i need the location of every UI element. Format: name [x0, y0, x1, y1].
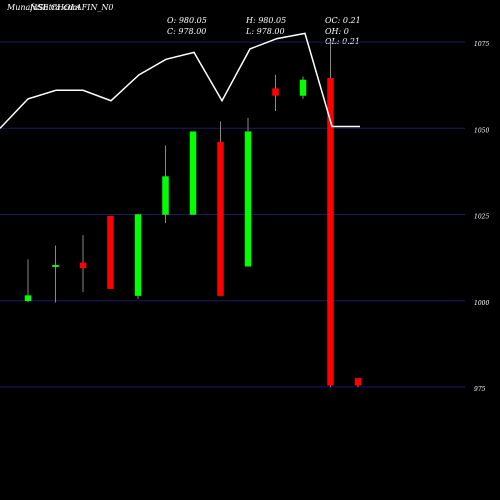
open-readout: O: 980.05 — [167, 16, 207, 25]
header-title-a: MunafaSutra.com — [7, 3, 80, 12]
candle-body — [107, 215, 114, 289]
open-label: O: — [167, 16, 177, 25]
candle-body — [162, 176, 169, 215]
header-title-b: NSE CHOLAFIN_N0 — [30, 3, 114, 12]
candle-body — [327, 77, 334, 386]
candle-body — [217, 141, 224, 296]
oc-readout: OC: 0.21 — [325, 16, 361, 25]
y-tick-label: 1075 — [474, 41, 489, 48]
y-tick-label: 1025 — [474, 214, 489, 221]
high-label: H: — [246, 16, 256, 25]
oc-label: OC: — [325, 16, 341, 25]
y-tick-label: 975 — [474, 386, 486, 393]
candle-body — [79, 262, 87, 269]
close-label: C: — [167, 27, 176, 36]
oc-value: 0.21 — [342, 16, 361, 25]
low-label: L: — [246, 27, 255, 36]
candle-body — [52, 264, 59, 267]
low-readout: L: 978.00 — [246, 27, 285, 36]
oh-readout: OH: 0 — [325, 27, 349, 36]
close-readout: C: 978.00 — [167, 27, 206, 36]
high-value: 980.05 — [258, 16, 287, 25]
oh-label: OH: — [325, 27, 342, 36]
candle-body — [299, 79, 307, 96]
candle-body — [244, 131, 252, 267]
close-value: 978.00 — [178, 27, 207, 36]
candle-body — [272, 88, 279, 96]
overlay-line — [0, 32, 360, 129]
open-value: 980.05 — [178, 16, 207, 25]
y-tick-label: 1050 — [474, 127, 489, 134]
candle-body — [134, 214, 142, 296]
high-readout: H: 980.05 — [246, 16, 286, 25]
low-value: 978.00 — [256, 27, 285, 36]
candle-body — [354, 378, 362, 386]
candle-body — [189, 131, 197, 215]
candle-body — [24, 295, 32, 302]
oh-value: 0 — [343, 27, 349, 36]
y-tick-label: 1000 — [474, 300, 489, 307]
